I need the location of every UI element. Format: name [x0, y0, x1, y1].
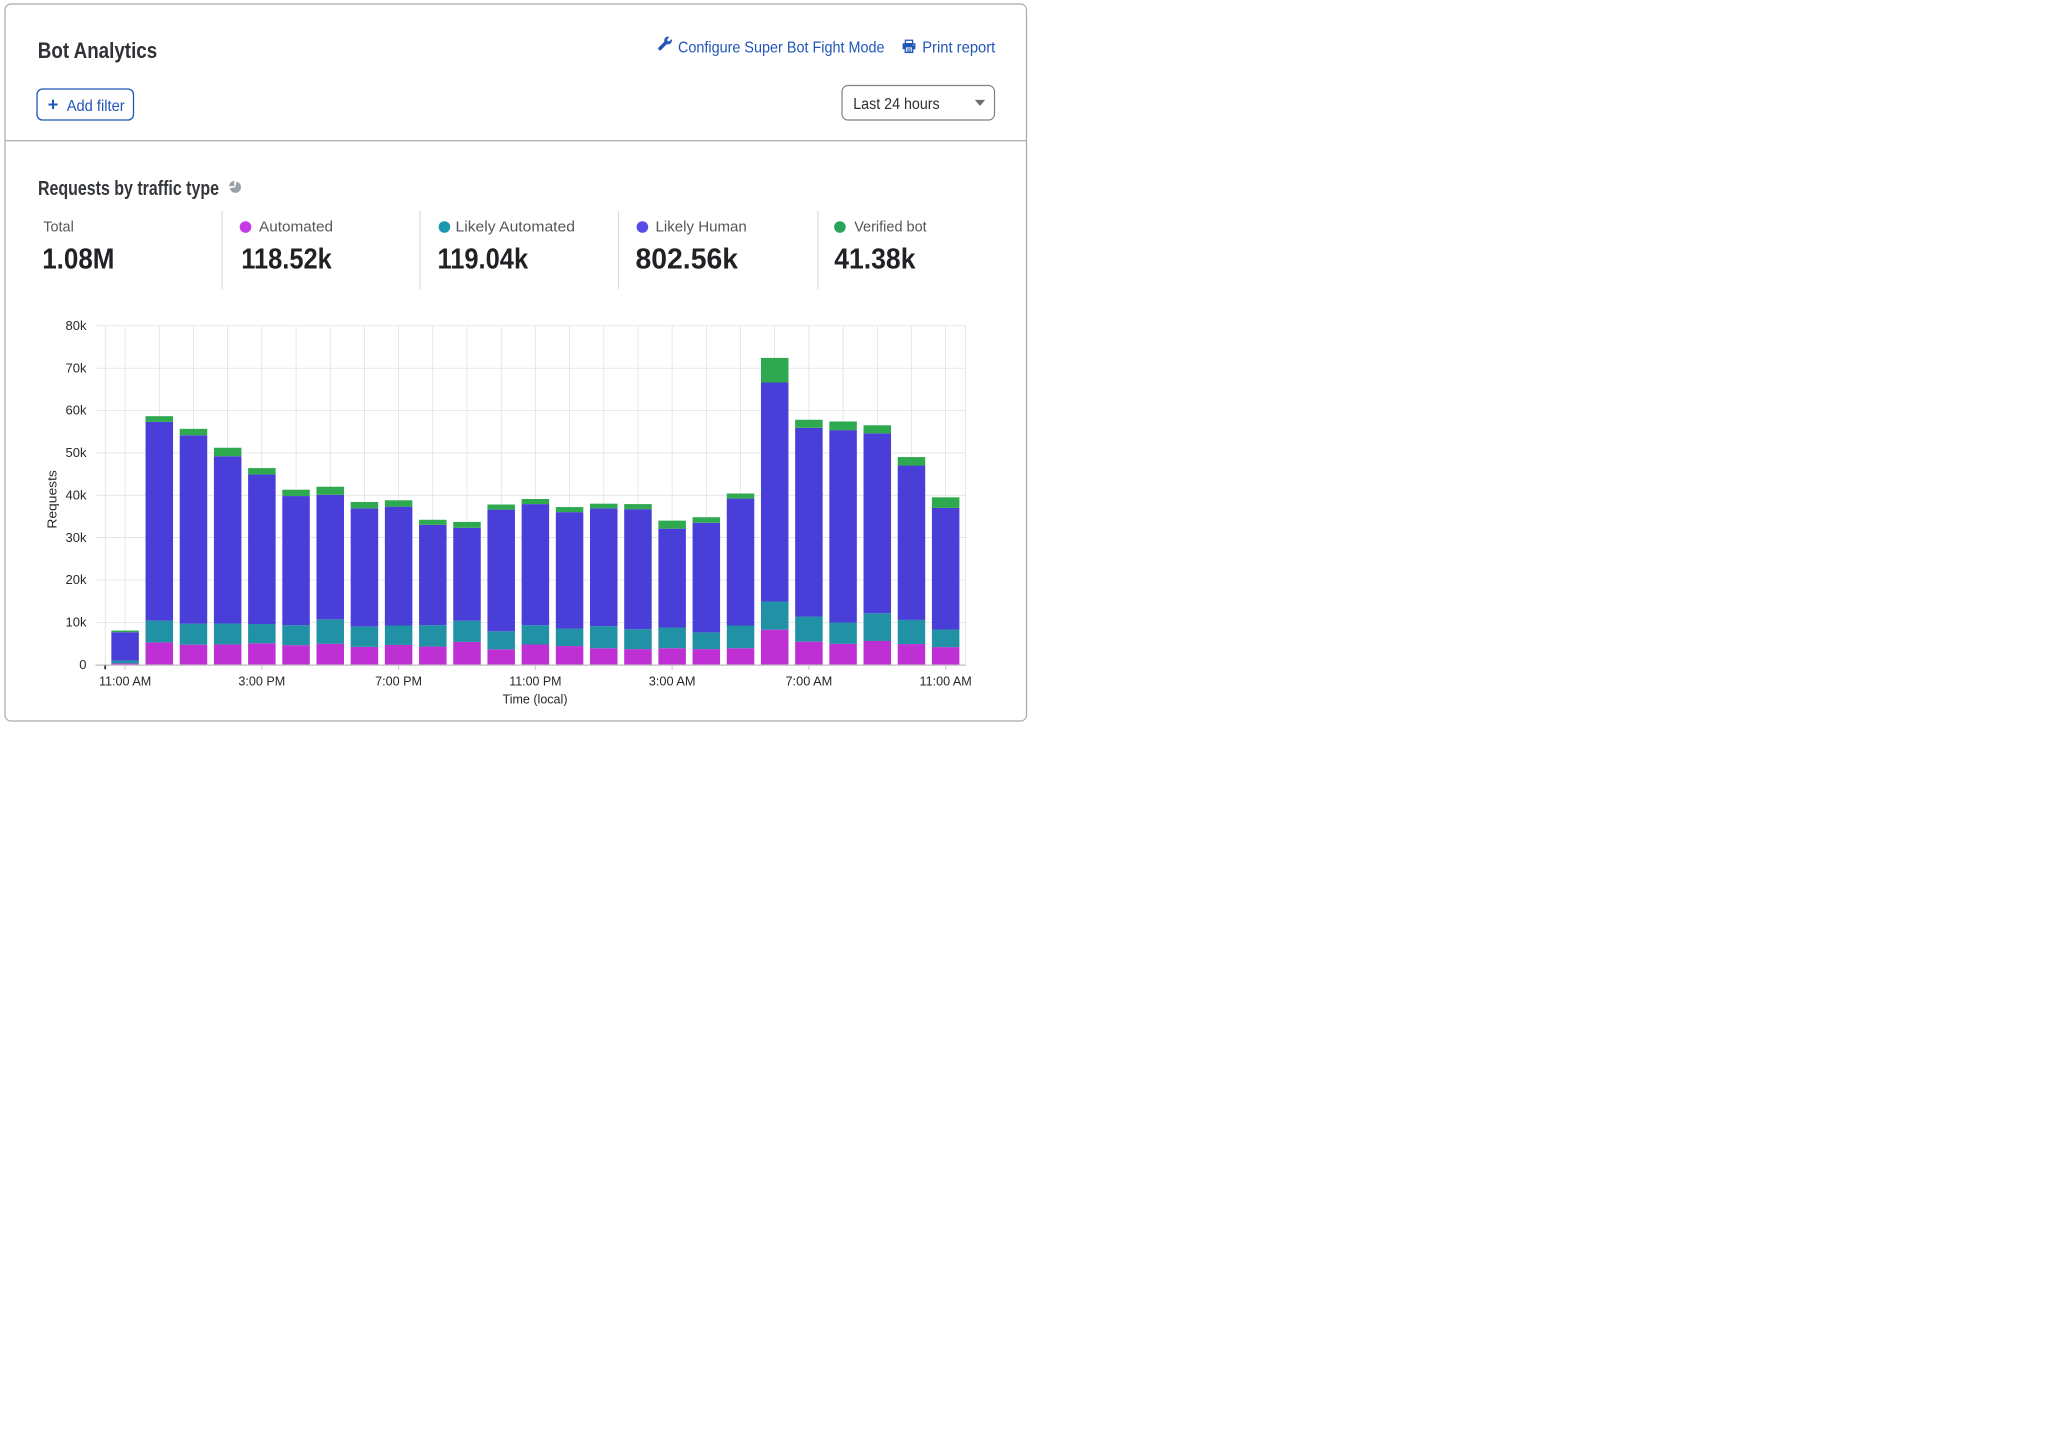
svg-text:20k: 20k: [66, 572, 87, 587]
svg-text:10k: 10k: [66, 615, 87, 630]
svg-text:Add filter: Add filter: [67, 98, 125, 115]
svg-text:Configure Super Bot Fight Mode: Configure Super Bot Fight Mode: [678, 40, 885, 57]
svg-text:Requests: Requests: [45, 470, 60, 529]
svg-text:Verified bot: Verified bot: [854, 219, 927, 235]
svg-text:Bot Analytics: Bot Analytics: [38, 38, 157, 63]
svg-text:Total: Total: [43, 219, 74, 235]
svg-text:Last 24 hours: Last 24 hours: [853, 96, 940, 113]
svg-text:7:00 PM: 7:00 PM: [375, 674, 422, 689]
svg-text:Time (local): Time (local): [503, 691, 568, 706]
svg-text:Likely Automated: Likely Automated: [456, 219, 576, 235]
svg-text:60k: 60k: [66, 403, 87, 418]
svg-text:11:00 AM: 11:00 AM: [920, 674, 972, 689]
svg-text:11:00 PM: 11:00 PM: [509, 674, 561, 689]
svg-text:119.04k: 119.04k: [438, 244, 529, 276]
svg-text:1.08M: 1.08M: [42, 244, 114, 276]
svg-text:Automated: Automated: [259, 219, 333, 235]
svg-text:+: +: [48, 95, 59, 115]
svg-text:30k: 30k: [66, 530, 87, 545]
svg-text:41.38k: 41.38k: [834, 244, 915, 276]
svg-text:3:00 AM: 3:00 AM: [649, 674, 696, 689]
svg-text:3:00 PM: 3:00 PM: [238, 674, 285, 689]
svg-text:Print report: Print report: [922, 40, 996, 57]
svg-text:7:00 AM: 7:00 AM: [785, 674, 832, 689]
svg-text:50k: 50k: [66, 445, 87, 460]
svg-text:80k: 80k: [66, 318, 87, 333]
svg-text:802.56k: 802.56k: [636, 244, 739, 276]
svg-text:40k: 40k: [66, 487, 87, 502]
svg-text:11:00 AM: 11:00 AM: [99, 674, 151, 689]
svg-text:Likely Human: Likely Human: [656, 219, 747, 235]
svg-text:0: 0: [79, 657, 86, 672]
svg-text:70k: 70k: [66, 360, 87, 375]
svg-text:Requests by traffic type: Requests by traffic type: [38, 178, 219, 200]
svg-text:118.52k: 118.52k: [241, 244, 332, 276]
